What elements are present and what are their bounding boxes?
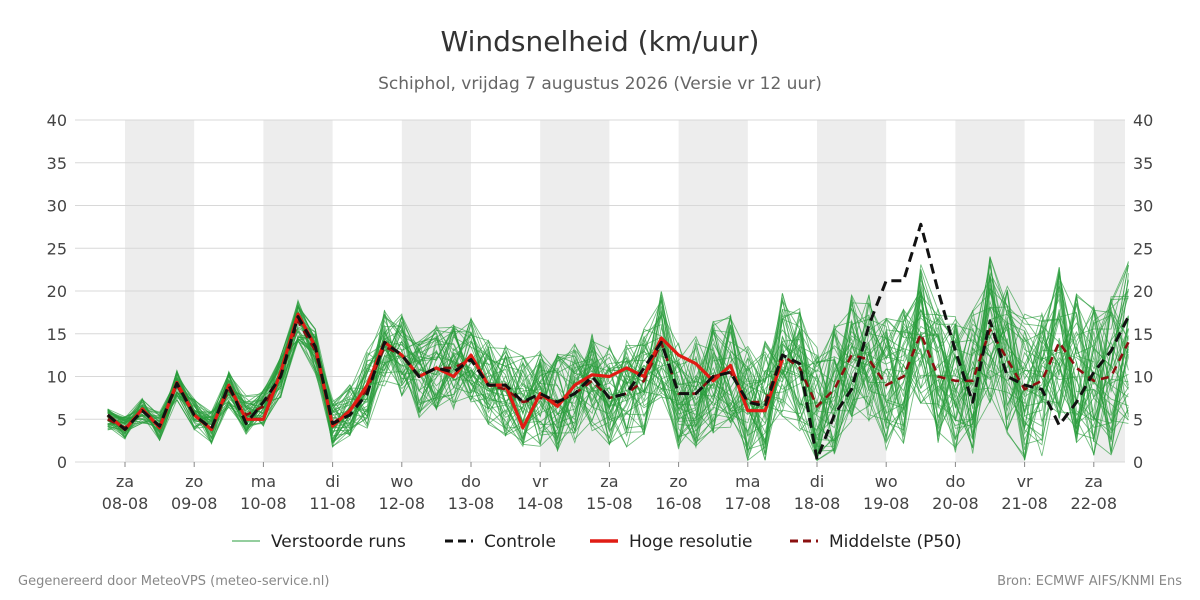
chart-title: Windsnelheid (km/uur) [441,25,760,58]
footer-source: Bron: ECMWF AIFS/KNMI Ens [997,574,1182,589]
x-tick-date: 16-08 [655,494,702,513]
chart-subtitle: Schiphol, vrijdag 7 augustus 2026 (Versi… [378,74,822,94]
y-tick-label: 5 [57,410,67,429]
x-tick-day: ma [251,472,276,491]
y-tick-label: 35 [47,154,67,173]
y-tick-label-right: 30 [1133,197,1153,216]
y-tick-label-right: 5 [1133,410,1143,429]
y-axis-right: 0 5 10 15 20 25 30 35 40 [1133,111,1153,472]
x-tick-day: vr [532,472,548,491]
x-tick-date: 09-08 [171,494,218,513]
legend-label: Controle [484,532,556,552]
ensemble-run-line [107,309,1129,444]
y-tick-label-right: 25 [1133,239,1153,258]
x-tick-date: 12-08 [379,494,426,513]
legend-label: Hoge resolutie [629,532,753,552]
legend: Verstoorde runs Controle Hoge resolutie Mid… [232,532,962,552]
y-tick-label: 20 [47,282,67,301]
y-tick-label-right: 10 [1133,368,1153,387]
ensemble-run-line [107,264,1129,447]
y-tick-label-right: 40 [1133,111,1153,130]
x-tick-day: di [810,472,825,491]
ensemble-run-line [107,275,1129,459]
series-controle-line [106,222,1130,461]
x-tick-date: 15-08 [586,494,633,513]
x-tick-day: di [325,472,340,491]
y-tick-label-right: 35 [1133,154,1153,173]
x-tick-date: 22-08 [1071,494,1118,513]
ensemble-run-line [107,267,1129,457]
x-axis: za 08-08 zo 09-08 ma 10-08 di 11-08 wo 12-08 do 13-… [102,462,1117,513]
x-tick-day: za [116,472,134,491]
x-tick-day: wo [390,472,413,491]
x-tick-day: zo [185,472,203,491]
x-tick-date: 20-08 [932,494,979,513]
x-tick-date: 10-08 [240,494,287,513]
y-tick-label: 25 [47,239,67,258]
y-tick-label: 15 [47,325,67,344]
x-tick-date: 19-08 [863,494,910,513]
y-tick-label: 10 [47,368,67,387]
ensemble-run-line [107,273,1129,449]
x-tick-day: za [600,472,618,491]
x-tick-day: za [1085,472,1103,491]
y-tick-label-right: 0 [1133,453,1143,472]
x-tick-date: 13-08 [448,494,495,513]
x-tick-date: 14-08 [517,494,564,513]
y-tick-label-right: 15 [1133,325,1153,344]
x-tick-date: 21-08 [1001,494,1048,513]
main-series [106,222,1130,461]
y-tick-label: 0 [57,453,67,472]
x-tick-day: ma [735,472,760,491]
x-tick-date: 18-08 [794,494,841,513]
y-axis-left: 0 5 10 15 20 25 30 35 40 [47,111,67,472]
x-tick-day: wo [875,472,898,491]
y-tick-label: 30 [47,197,67,216]
x-tick-date: 17-08 [725,494,772,513]
ensemble-run-line [107,275,1129,446]
x-tick-day: vr [1017,472,1033,491]
series-p50-line [107,319,1130,430]
legend-label: Middelste (P50) [829,532,962,552]
y-tick-label-right: 20 [1133,282,1153,301]
x-tick-day: zo [670,472,688,491]
y-tick-label: 40 [47,111,67,130]
x-tick-day: do [461,472,481,491]
x-tick-date: 11-08 [309,494,356,513]
x-tick-date: 08-08 [102,494,149,513]
legend-label: Verstoorde runs [271,532,406,552]
footer-generated: Gegenereerd door MeteoVPS (meteo-service… [18,574,329,589]
x-tick-day: do [945,472,965,491]
